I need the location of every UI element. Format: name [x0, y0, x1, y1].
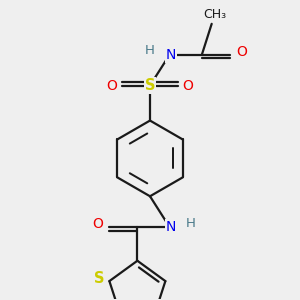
Text: H: H	[145, 44, 155, 57]
Text: S: S	[94, 271, 105, 286]
Text: S: S	[145, 78, 155, 93]
Text: O: O	[236, 45, 247, 59]
Text: H: H	[186, 217, 196, 230]
Text: O: O	[92, 217, 103, 231]
Text: CH₃: CH₃	[203, 8, 226, 20]
Text: O: O	[107, 79, 118, 92]
Text: N: N	[166, 48, 176, 62]
Text: N: N	[166, 220, 176, 234]
Text: O: O	[182, 79, 193, 92]
